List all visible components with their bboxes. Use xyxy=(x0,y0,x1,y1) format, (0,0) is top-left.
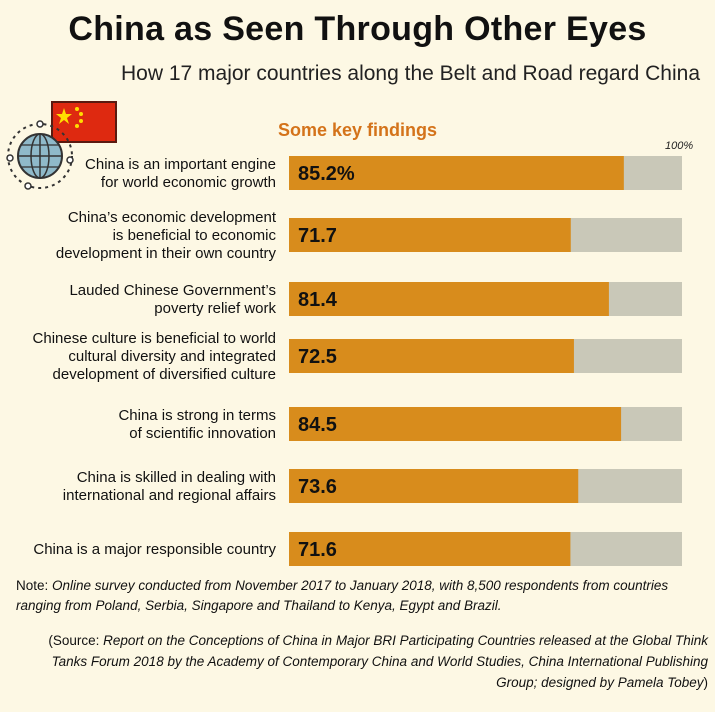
source-text: Report on the Conceptions of China in Ma… xyxy=(51,633,708,690)
category-label-5-line-2: of scientific innovation xyxy=(129,425,276,442)
bar-4 xyxy=(289,339,574,373)
axis-max-label: 100% xyxy=(665,140,694,152)
category-label-7-line-1: China is a major responsible country xyxy=(33,541,276,558)
source-prefix: (Source: xyxy=(48,633,104,648)
source-suffix: ) xyxy=(703,675,709,690)
value-label-3: 81.4 xyxy=(298,289,338,311)
bar-7 xyxy=(289,532,571,566)
page-subtitle: How 17 major countries along the Belt an… xyxy=(120,62,700,85)
note-prefix: Note: xyxy=(16,578,53,593)
globe-flag-emblem xyxy=(6,101,117,190)
survey-note: Note: Online survey conducted from Novem… xyxy=(16,576,706,616)
category-label-1-line-2: for world economic growth xyxy=(101,174,276,191)
bar-1 xyxy=(289,156,624,190)
value-label-4: 72.5 xyxy=(298,346,337,368)
category-label-4-line-3: development of diversified culture xyxy=(53,366,276,383)
bar-5 xyxy=(289,407,622,441)
category-label-3-line-2: poverty relief work xyxy=(154,300,276,317)
value-label-7: 71.6 xyxy=(298,539,337,561)
category-label-5-line-1: China is strong in terms xyxy=(118,407,276,424)
china-flag-icon xyxy=(51,101,117,143)
chart-title: Some key findings xyxy=(278,120,438,140)
source-credit: (Source: Report on the Conceptions of Ch… xyxy=(16,630,708,693)
category-label-1-line-1: China is an important engine xyxy=(85,156,276,173)
category-label-4-line-2: cultural diversity and integrated xyxy=(68,348,276,365)
category-label-2-line-2: is beneficial to economic xyxy=(113,227,277,244)
value-label-1: 85.2% xyxy=(298,163,355,185)
category-label-3-line-1: Lauded Chinese Government’s xyxy=(69,282,276,299)
category-label-2-line-3: development in their own country xyxy=(56,245,277,262)
note-text: Online survey conducted from November 20… xyxy=(16,578,669,613)
value-label-2: 71.7 xyxy=(298,225,337,247)
category-label-6-line-1: China is skilled in dealing with xyxy=(77,469,276,486)
bar-2 xyxy=(289,218,571,252)
category-label-6-line-2: international and regional affairs xyxy=(63,487,276,504)
bar-6 xyxy=(289,469,579,503)
category-label-4-line-1: Chinese culture is beneficial to world xyxy=(33,330,276,347)
page-title: China as Seen Through Other Eyes xyxy=(68,10,647,48)
globe-network-icon xyxy=(6,120,74,190)
bar-3 xyxy=(289,282,609,316)
value-label-6: 73.6 xyxy=(298,476,337,498)
category-label-2-line-1: China’s economic development xyxy=(68,209,277,226)
value-label-5: 84.5 xyxy=(298,414,337,436)
